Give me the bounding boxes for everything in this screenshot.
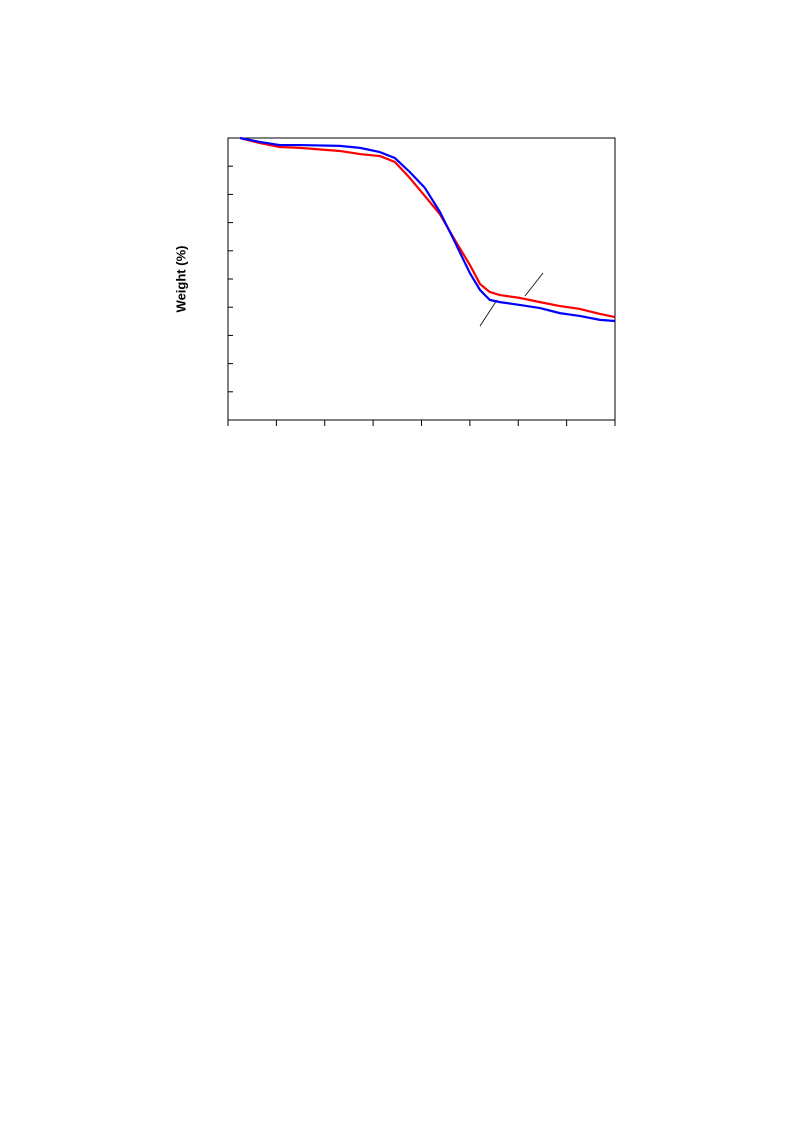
data-line [239, 136, 616, 323]
annotation-line [479, 299, 498, 327]
annotation-line [524, 272, 544, 297]
plot-frame [227, 137, 616, 421]
y-axis-label: Weight (%) [173, 246, 188, 313]
data-line [239, 136, 616, 319]
